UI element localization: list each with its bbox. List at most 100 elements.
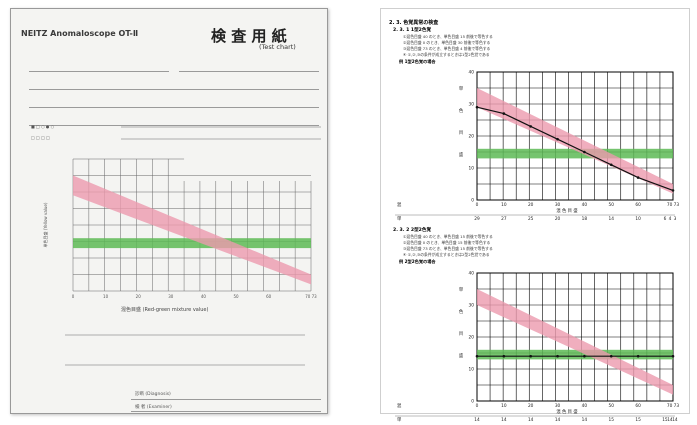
match-point xyxy=(636,176,640,179)
match-value: 29 xyxy=(474,216,480,222)
y-axis-label-char: 目 xyxy=(459,130,463,136)
match-point xyxy=(609,163,613,167)
y-axis-label-char: 単 xyxy=(459,85,464,92)
y-axis-label-char: 単 xyxy=(459,286,464,293)
match-point xyxy=(556,137,559,141)
x-tick-label: 50 xyxy=(609,202,615,208)
part2-note: ③混色目盛 73 のとき、単色目盛 15 前後で等色する xyxy=(403,246,493,251)
test-chart-photo: NEITZ Anomaloscope OT-Ⅱ 検 査 用 紙 (Test ch… xyxy=(10,8,328,414)
match-value: 25 xyxy=(528,216,534,222)
left-tolerance-band xyxy=(73,175,311,285)
match-value: 27 xyxy=(501,216,507,222)
match-value: 4 xyxy=(669,216,672,222)
match-point xyxy=(671,354,675,358)
match-point xyxy=(529,125,532,128)
y-tick-label: 0 xyxy=(471,198,474,204)
result-rows-top: ■ □ ○ ● ○ □ □ □ □ xyxy=(31,124,321,140)
match-point xyxy=(636,354,640,358)
form-line xyxy=(29,89,319,90)
y-tick-label: 30 xyxy=(469,102,475,108)
match-point xyxy=(583,150,586,154)
y-axis-label-char: 色 xyxy=(459,308,464,315)
form-line xyxy=(29,107,319,108)
svg-text:■ □ ○ ● ○: ■ □ ○ ● ○ xyxy=(31,124,55,129)
tolerance-band xyxy=(477,289,673,395)
row-label-match: 単 xyxy=(397,215,402,222)
part1-example-label: 例 1型2色覚の場合 xyxy=(399,59,436,64)
section-title: 2. 3. 色覚異常の検査 xyxy=(389,20,439,26)
blank-chart: 0 10 20 30 40 50 60 70 73 単色目盛 (Yellow value) xyxy=(42,158,317,299)
y-axis-label-char: 盛 xyxy=(459,352,464,359)
y-axis-label-char: 色 xyxy=(459,107,464,114)
x-tick-label: 10 xyxy=(501,403,507,409)
y-tick-label: 30 xyxy=(469,303,475,309)
x-axis-label: 混 色 目 盛 xyxy=(556,207,578,214)
normal-match-band xyxy=(477,148,673,159)
y-tick-label: 40 xyxy=(469,70,475,76)
y-tick-label: 20 xyxy=(469,335,475,341)
brand-label: NEITZ Anomaloscope OT-Ⅱ xyxy=(21,29,139,38)
x-tick-label: 60 xyxy=(635,202,641,208)
match-value: 10 xyxy=(635,216,641,222)
left-x-tick-label: 0 xyxy=(72,294,75,299)
left-x-tick-label: 50 xyxy=(233,294,239,299)
x-tick-label: 40 xyxy=(582,202,588,208)
form-line xyxy=(29,125,319,126)
left-x-tick-label: 10 xyxy=(103,294,109,299)
y-tick-label: 10 xyxy=(469,166,475,172)
result-rows-bottom xyxy=(65,334,305,366)
y-tick-label: 20 xyxy=(469,134,475,140)
tolerance-band xyxy=(477,88,673,194)
match-point xyxy=(502,354,506,358)
x-tick-label: 20 xyxy=(528,202,534,208)
examiner-label: 検 者 (Examiner) xyxy=(135,405,172,410)
match-point xyxy=(529,354,532,358)
y-axis-label-char: 目 xyxy=(459,331,463,337)
match-value: 14 xyxy=(667,417,673,423)
svg-text:□ □ □ □: □ □ □ □ xyxy=(31,135,50,140)
normal-match-band xyxy=(477,349,673,360)
x-tick-label: 70 73 xyxy=(667,202,680,208)
x-tick-label: 0 xyxy=(476,403,479,409)
match-value: 14 xyxy=(555,417,561,423)
left-x-tick-label: 30 xyxy=(168,294,174,299)
match-point xyxy=(475,354,479,358)
title-jp: 検 査 用 紙 xyxy=(211,27,287,45)
x-tick-label: 30 xyxy=(555,403,561,409)
part1-heading: 2. 3. 1 1型2色覚 xyxy=(393,28,432,33)
part1-note: ④ ①,②,③の条件が成立するときは1型2色覚である xyxy=(403,52,490,57)
y-axis-label-char: 盛 xyxy=(459,151,464,158)
form-line xyxy=(179,71,319,72)
match-value: 14 xyxy=(474,417,480,423)
x-tick-label: 60 xyxy=(635,403,641,409)
match-point xyxy=(502,112,506,115)
match-value: 6 xyxy=(664,216,667,222)
left-x-tick-label: 60 xyxy=(266,294,272,299)
row-label-match: 単 xyxy=(397,416,402,423)
match-point xyxy=(583,354,586,358)
left-x-tick-label: 20 xyxy=(136,294,142,299)
left-x-tick-label: 70 73 xyxy=(305,294,317,299)
match-value: 15 xyxy=(662,417,668,423)
part2-heading: 2. 3. 2 2型2色覚 xyxy=(393,228,432,233)
left-normal-band xyxy=(73,238,311,249)
y-tick-label: 40 xyxy=(469,271,475,277)
match-value: 20 xyxy=(555,216,561,222)
match-value: 14 xyxy=(528,417,534,423)
form-line xyxy=(131,399,321,400)
diagnosis-label: 診断 (Diagnosis) xyxy=(135,392,171,397)
match-point xyxy=(609,354,613,358)
row-label-mix: 混 xyxy=(397,201,402,208)
match-value: 14 xyxy=(672,417,678,423)
x-tick-label: 20 xyxy=(528,403,534,409)
match-point xyxy=(556,354,559,358)
instruction-page: 2. 3. 色覚異常の検査 2. 3. 1 1型2色覚 ①混色目盛 40 のとき… xyxy=(380,8,690,423)
match-point xyxy=(475,105,479,109)
match-value: 15 xyxy=(609,417,615,423)
match-value: 14 xyxy=(501,417,507,423)
x-axis-label: 混 色 目 盛 xyxy=(556,408,578,415)
part2-note: ②混色目盛 0 のとき、単色目盛 15 前後で等色する xyxy=(403,240,491,245)
left-x-axis-label: 混色目盛 (Red-green mixture value) xyxy=(121,307,209,313)
match-value: 3 xyxy=(674,216,677,222)
